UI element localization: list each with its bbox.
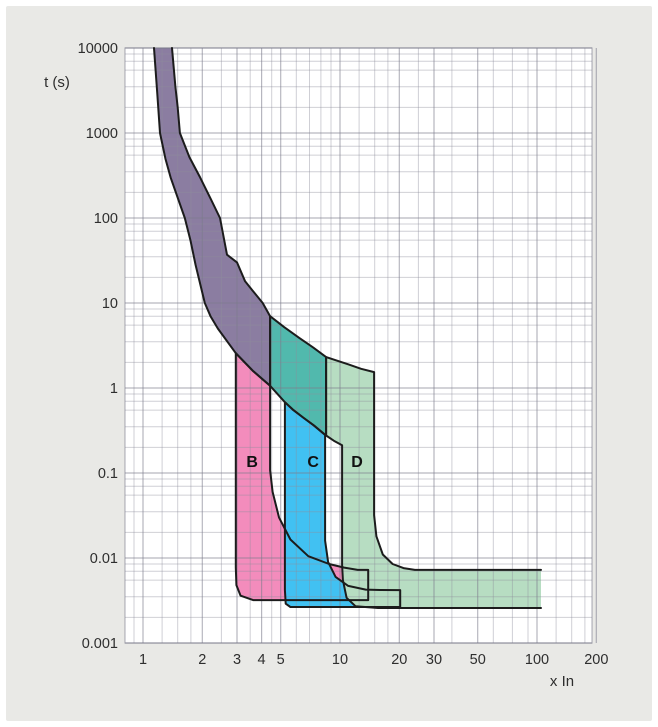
curve-region-band-D-green	[326, 357, 541, 608]
y-tick-label: 100	[94, 211, 118, 227]
x-tick-label: 5	[277, 652, 285, 668]
curve-region-band-B-pink	[235, 353, 369, 601]
curve-letter-labels: B C D	[246, 454, 362, 471]
y-tick-label: 0.1	[98, 466, 118, 482]
x-tick-label: 30	[426, 652, 442, 668]
x-tick-label: 10	[332, 652, 348, 668]
log-grid	[124, 47, 597, 644]
curve-label-C: C	[307, 454, 319, 471]
curve-region-thermal-band-purple	[154, 48, 271, 386]
curve-outline-band-D-green	[325, 356, 542, 609]
curve-band-fills	[154, 48, 541, 608]
x-axis-title: x In	[550, 673, 574, 690]
x-tick-label: 200	[584, 652, 608, 668]
axis-tick-labels: 10000 1000 100 10 1 0.1 0.01 0.001 1 2 3 4 5 10 20 30 50…	[78, 41, 609, 668]
curve-outline-band-B-pink	[234, 352, 370, 602]
curve-region-band-C-blue	[284, 402, 401, 607]
y-tick-label: 1000	[86, 126, 118, 142]
x-tick-label: 100	[525, 652, 549, 668]
curve-region-thermal-band-teal	[270, 316, 327, 436]
x-tick-label: 3	[233, 652, 241, 668]
plot-border	[124, 47, 593, 644]
x-tick-label: 2	[198, 652, 206, 668]
x-tick-label: 20	[391, 652, 407, 668]
x-tick-label: 50	[470, 652, 486, 668]
curve-label-B: B	[246, 454, 258, 471]
y-tick-label: 10000	[78, 41, 118, 57]
y-tick-label: 1	[110, 381, 118, 397]
x-tick-label: 1	[139, 652, 147, 668]
curve-outline-thermal-band-teal	[269, 315, 328, 437]
curve-band-outlines	[153, 47, 542, 609]
curve-label-D: D	[351, 454, 363, 471]
y-tick-label: 0.001	[82, 636, 118, 652]
y-tick-label: 0.01	[90, 551, 118, 567]
y-tick-label: 10	[102, 296, 118, 312]
y-axis-title: t (s)	[44, 74, 70, 91]
x-tick-label: 4	[258, 652, 266, 668]
